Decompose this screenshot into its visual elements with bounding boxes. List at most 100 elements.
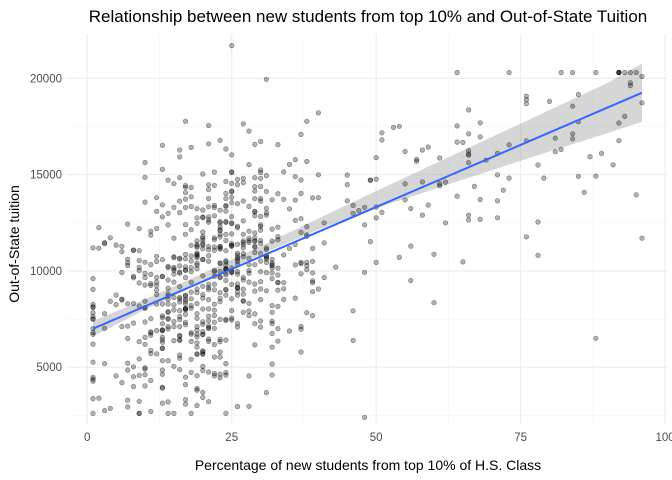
scatter-point: [304, 262, 310, 269]
scatter-point: [217, 290, 223, 296]
scatter-point: [177, 270, 183, 276]
scatter-point: [275, 265, 281, 271]
scatter-point: [90, 301, 96, 308]
scatter-point: [575, 91, 582, 98]
scatter-point: [541, 175, 547, 181]
scatter-point: [194, 266, 200, 272]
scatter-point: [546, 98, 553, 104]
scatter-point: [211, 341, 217, 348]
x-tick-label: 0: [84, 432, 90, 444]
scatter-point: [200, 348, 206, 354]
scatter-point: [154, 258, 160, 265]
scatter-point: [234, 320, 241, 327]
scatter-point: [229, 214, 235, 220]
scatter-point: [177, 154, 183, 160]
scatter-point: [639, 73, 645, 79]
scatter-point: [165, 399, 171, 405]
scatter-point: [263, 205, 270, 211]
scatter-point: [494, 215, 501, 221]
scatter-point: [211, 313, 217, 319]
scatter-point: [142, 270, 148, 277]
scatter-point: [119, 297, 125, 303]
scatter-point: [130, 374, 137, 380]
scatter-point: [402, 181, 408, 187]
scatter-point: [246, 162, 252, 168]
scatter-point: [217, 227, 223, 233]
scatter-point: [234, 241, 241, 247]
scatter-point: [177, 337, 183, 344]
scatter-point: [246, 403, 252, 409]
scatter-point: [188, 253, 194, 259]
scatter-point: [113, 302, 119, 308]
scatter-point: [206, 297, 212, 303]
scatter-point: [263, 212, 270, 218]
scatter-point: [246, 228, 252, 234]
scatter-point: [229, 270, 235, 276]
scatter-point: [217, 245, 223, 251]
scatter-point: [177, 308, 183, 314]
scatter-point: [211, 267, 217, 273]
scatter-point: [229, 169, 235, 176]
scatter-point: [177, 263, 183, 269]
scatter-point: [229, 281, 235, 288]
scatter-point: [182, 267, 189, 273]
scatter-point: [211, 281, 217, 287]
scatter-point: [298, 326, 304, 332]
scatter-point: [130, 273, 137, 279]
scatter-point: [252, 208, 258, 214]
scatter-point: [350, 337, 356, 344]
scatter-point: [200, 295, 206, 301]
scatter-point: [148, 347, 154, 353]
scatter-point: [258, 279, 264, 285]
scatter-point: [182, 301, 189, 307]
scatter-point: [136, 356, 142, 362]
scatter-point: [223, 203, 229, 209]
scatter-point: [275, 142, 281, 148]
scatter-point: [281, 169, 287, 175]
scatter-point: [217, 207, 223, 213]
scatter-point: [90, 410, 96, 417]
scatter-point: [269, 256, 275, 263]
scatter-point: [119, 296, 125, 302]
scatter-point: [269, 361, 275, 367]
scatter-point: [206, 323, 212, 329]
scatter-point: [182, 382, 189, 388]
scatter-point: [252, 311, 258, 317]
scatter-point: [240, 238, 246, 244]
scatter-point: [298, 324, 304, 330]
scatter-point: [113, 373, 119, 379]
scatter-point: [269, 344, 275, 350]
scatter-point: [200, 363, 206, 370]
scatter-point: [292, 217, 298, 223]
scatter-point: [240, 286, 246, 292]
x-axis-ticks: 0 25 50 75 100: [84, 432, 672, 444]
scatter-point: [154, 225, 160, 232]
scatter-point: [177, 332, 183, 339]
scatter-point: [229, 231, 235, 237]
scatter-point: [182, 374, 189, 380]
scatter-point: [200, 389, 206, 396]
scatter-point: [182, 397, 189, 403]
scatter-point: [200, 214, 206, 220]
scatter-point: [258, 223, 264, 229]
scatter-point: [269, 260, 275, 266]
scatter-point: [223, 258, 229, 264]
x-tick-label: 75: [514, 432, 527, 444]
scatter-point: [304, 267, 310, 273]
scatter-point: [494, 198, 501, 204]
scatter-point: [206, 253, 212, 259]
scatter-point: [396, 123, 402, 129]
scatter-point: [206, 281, 212, 288]
scatter-point: [350, 202, 356, 208]
scatter-point: [258, 222, 264, 228]
scatter-point: [419, 179, 426, 185]
scatter-point: [194, 315, 200, 321]
scatter-point: [211, 169, 217, 175]
scatter-point: [223, 277, 229, 284]
scatter-point: [90, 396, 96, 402]
scatter-point: [310, 258, 316, 264]
scatter-point: [90, 276, 96, 282]
scatter-point: [96, 225, 102, 231]
scatter-point: [234, 285, 241, 291]
y-axis-ticks: 5000 10000 15000 20000: [30, 73, 62, 374]
